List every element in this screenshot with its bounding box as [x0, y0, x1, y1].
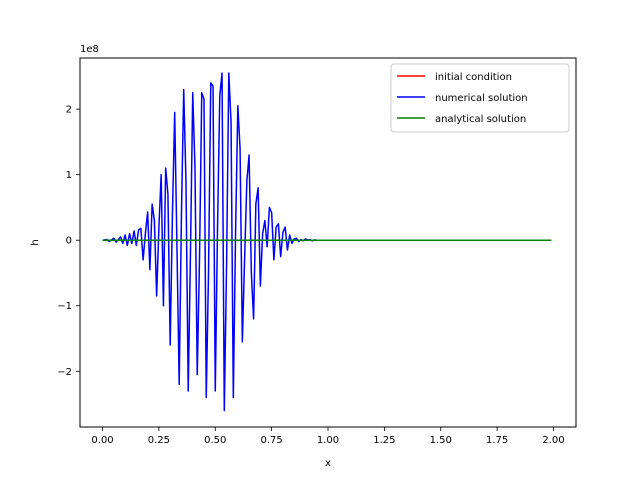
- legend-label-2: analytical solution: [435, 114, 526, 125]
- x-tick-label: 0.75: [261, 435, 283, 446]
- y-tick-label: −2: [57, 367, 72, 378]
- x-tick-label: 1.75: [486, 435, 508, 446]
- x-tick-label: 0.25: [148, 435, 170, 446]
- y-axis-label: h: [30, 239, 41, 245]
- x-tick-label: 2.00: [542, 435, 564, 446]
- x-axis-label: x: [325, 458, 331, 469]
- x-tick-label: 0.50: [204, 435, 226, 446]
- y-tick-label: 1: [66, 170, 72, 181]
- legend-box: [390, 63, 570, 133]
- y-tick-label: −1: [57, 301, 72, 312]
- legend: initial condition numerical solution analy…: [390, 63, 570, 133]
- legend-items: initial condition numerical solution analy…: [397, 72, 528, 125]
- y-tick-label: 0: [66, 236, 72, 247]
- y-axis-ticks: −2 −1 0 1 2: [57, 105, 80, 378]
- y-axis-offset-text: 1e8: [80, 44, 99, 55]
- x-tick-label: 0.00: [91, 435, 113, 446]
- y-tick-label: 2: [66, 105, 72, 116]
- x-tick-label: 1.25: [373, 435, 395, 446]
- legend-label-1: numerical solution: [435, 93, 528, 104]
- x-tick-label: 1.00: [317, 435, 339, 446]
- series-layer: [102, 72, 552, 412]
- x-tick-label: 1.50: [430, 435, 452, 446]
- x-axis-ticks: 0.00 0.25 0.50 0.75 1.00 1.25 1.50 1.75 2.00: [91, 427, 565, 446]
- legend-label-0: initial condition: [435, 72, 512, 83]
